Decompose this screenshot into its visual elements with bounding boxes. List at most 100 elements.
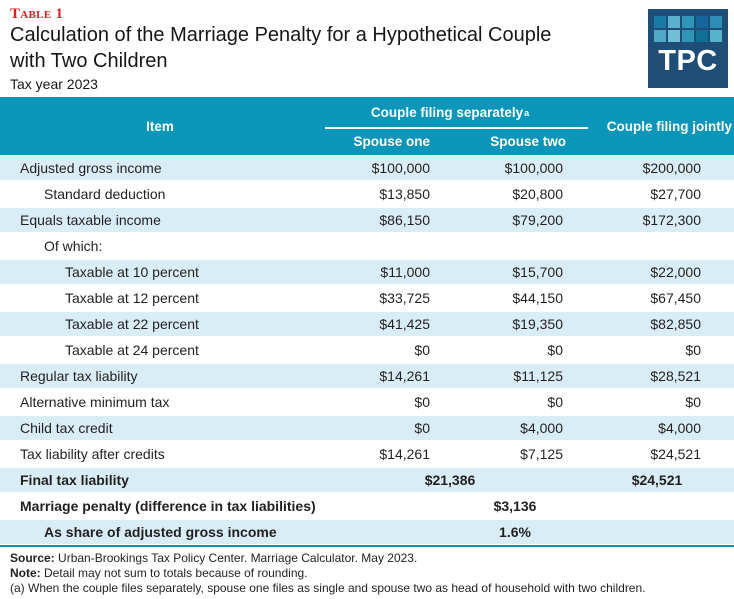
table-row: As share of adjusted gross income 1.6% xyxy=(0,519,734,545)
row-label: As share of adjusted gross income xyxy=(44,524,277,540)
logo-square xyxy=(668,16,680,28)
tax-year-subtitle: Tax year 2023 xyxy=(10,76,98,92)
value-spouse-one: $41,425 xyxy=(379,316,430,332)
footnote-line: (a) When the couple files separately, sp… xyxy=(10,581,646,595)
table-row: Of which: xyxy=(0,233,734,259)
spouse-two-header: Spouse two xyxy=(490,134,566,149)
logo-square xyxy=(668,30,680,42)
jointly-column-header: Couple filing jointly xyxy=(606,118,732,134)
title-line-1: Calculation of the Marriage Penalty for … xyxy=(10,24,552,46)
table-body: Adjusted gross income $100,000 $100,000 $20… xyxy=(0,155,734,545)
table-row: Marriage penalty (difference in tax liab… xyxy=(0,493,734,519)
value-spouse-two: $4,000 xyxy=(520,420,563,436)
table-footer: Source: Urban-Brookings Tax Policy Cente… xyxy=(10,551,732,596)
table-number-label: Table 1 xyxy=(10,6,64,22)
logo-square xyxy=(682,30,694,42)
row-label: Tax liability after credits xyxy=(20,446,165,462)
value-spouse-one: $86,150 xyxy=(379,212,430,228)
value-joint: $200,000 xyxy=(642,160,701,176)
value-spouse-one: $0 xyxy=(414,342,430,358)
source-line: Source: Urban-Brookings Tax Policy Cente… xyxy=(10,551,732,566)
page-title: Calculation of the Marriage Penalty for … xyxy=(10,22,551,74)
value-spouse-two: $11,125 xyxy=(513,368,563,384)
row-label: Regular tax liability xyxy=(20,368,138,384)
logo-square xyxy=(710,30,722,42)
value-spouse-two: $19,350 xyxy=(512,316,563,332)
value-joint: $67,450 xyxy=(650,290,701,306)
table-row: Regular tax liability $14,261 $11,125 $28,5… xyxy=(0,363,734,389)
note-text: Detail may not sum to totals because of … xyxy=(44,566,308,580)
value-joint: $172,300 xyxy=(642,212,701,228)
spouse-one-header: Spouse one xyxy=(353,134,430,149)
row-label: Alternative minimum tax xyxy=(20,394,170,410)
value-spouse-two: 1.6% xyxy=(499,524,531,540)
value-spouse-one: $100,000 xyxy=(371,160,430,176)
logo-grid xyxy=(648,9,728,42)
row-label: Of which: xyxy=(44,238,103,254)
row-label: Child tax credit xyxy=(20,420,113,436)
row-label: Equals taxable income xyxy=(20,212,161,228)
table-row: Taxable at 12 percent $33,725 $44,150 $67,4… xyxy=(0,285,734,311)
row-label: Taxable at 12 percent xyxy=(65,290,199,306)
spouse-subheaders: Spouse one Spouse two xyxy=(320,128,580,155)
footnote-marker: a xyxy=(524,107,530,118)
logo-square xyxy=(682,16,694,28)
table-row: Tax liability after credits $14,261 $7,125… xyxy=(0,441,734,467)
table-row: Equals taxable income $86,150 $79,200 $172,… xyxy=(0,207,734,233)
table-header: Item Couple filing separately a Spouse on… xyxy=(0,97,734,155)
value-joint: $22,000 xyxy=(650,264,701,280)
value-joint: $4,000 xyxy=(658,420,701,436)
value-spouse-one: $0 xyxy=(414,420,430,436)
table-bottom-border xyxy=(0,545,734,547)
row-label: Final tax liability xyxy=(20,472,129,488)
header-divider-line xyxy=(325,127,588,129)
source-text: Urban-Brookings Tax Policy Center. Marri… xyxy=(58,551,418,565)
logo-square xyxy=(710,16,722,28)
row-label: Adjusted gross income xyxy=(20,160,162,176)
row-label: Taxable at 10 percent xyxy=(65,264,199,280)
value-spouse-two: $0 xyxy=(547,342,563,358)
separately-group-column: Couple filing separately a Spouse one Spo… xyxy=(320,97,580,155)
logo-square xyxy=(654,16,666,28)
value-spouse-one: $13,850 xyxy=(379,186,430,202)
value-spouses-combined: $21,386 xyxy=(424,472,476,488)
marriage-penalty-table: Item Couple filing separately a Spouse on… xyxy=(0,97,734,547)
value-joint: $24,521 xyxy=(650,446,701,462)
row-label: Standard deduction xyxy=(44,186,166,202)
note-label: Note: xyxy=(10,566,41,580)
value-spouse-one: $11,000 xyxy=(380,264,430,280)
value-spouse-two: $15,700 xyxy=(512,264,563,280)
table-row: Child tax credit $0 $4,000 $4,000 xyxy=(0,415,734,441)
value-spouse-two: $20,800 xyxy=(512,186,563,202)
table-row: Taxable at 10 percent $11,000 $15,700 $22,0… xyxy=(0,259,734,285)
row-label: Taxable at 24 percent xyxy=(65,342,199,358)
source-label: Source: xyxy=(10,551,55,565)
value-joint: $0 xyxy=(685,394,701,410)
value-spouse-two: $3,136 xyxy=(493,498,537,514)
value-joint: $82,850 xyxy=(650,316,701,332)
logo-square xyxy=(696,30,708,42)
value-spouse-two: $7,125 xyxy=(520,446,563,462)
table-row: Taxable at 22 percent $41,425 $19,350 $82,8… xyxy=(0,311,734,337)
row-label: Marriage penalty (difference in tax liab… xyxy=(20,498,316,514)
group-header: Couple filing separately a xyxy=(320,97,580,128)
value-spouse-one: $14,261 xyxy=(379,446,430,462)
value-spouse-two: $44,150 xyxy=(512,290,563,306)
value-spouse-one: $33,725 xyxy=(379,290,430,306)
table-row: Adjusted gross income $100,000 $100,000 $20… xyxy=(0,155,734,181)
table-row: Taxable at 24 percent $0 $0 $0 xyxy=(0,337,734,363)
title-line-2: with Two Children xyxy=(10,50,168,72)
value-joint: $24,521 xyxy=(631,472,683,488)
value-spouse-one: $14,261 xyxy=(379,368,430,384)
value-joint: $0 xyxy=(685,342,701,358)
group-header-text: Couple filing separately xyxy=(370,105,524,120)
logo-square xyxy=(654,30,666,42)
row-label: Taxable at 22 percent xyxy=(65,316,199,332)
note-line: Note: Detail may not sum to totals becau… xyxy=(10,566,732,581)
table-row: Alternative minimum tax $0 $0 $0 xyxy=(0,389,734,415)
tpc-logo: TPC xyxy=(648,9,728,88)
logo-square xyxy=(696,16,708,28)
table-row: Final tax liability $21,386 $24,521 xyxy=(0,467,734,493)
value-spouse-one: $0 xyxy=(414,394,430,410)
